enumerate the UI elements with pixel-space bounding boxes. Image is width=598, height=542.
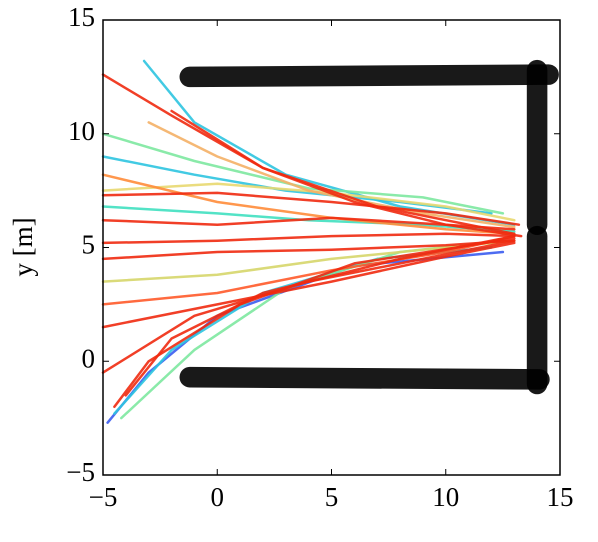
trajectory — [120, 239, 505, 420]
trajectory — [101, 239, 516, 261]
trajectory — [170, 109, 523, 238]
x-tick-label: 0 — [211, 482, 225, 512]
trajectory — [101, 232, 516, 245]
y-tick-label: 0 — [82, 343, 96, 373]
x-tick-label: 5 — [325, 482, 339, 512]
trajectory — [101, 191, 521, 226]
y-tick-label: 15 — [68, 2, 95, 32]
x-tick-label: 15 — [547, 482, 574, 512]
y-axis-label: y [m] — [8, 217, 38, 276]
x-tick-label: −5 — [89, 482, 118, 512]
trajectory — [101, 239, 516, 374]
trajectory — [101, 132, 505, 215]
trajectory — [147, 121, 516, 229]
y-tick-label: −5 — [66, 457, 95, 487]
y-tick-label: 10 — [68, 116, 95, 146]
x-tick-label: 10 — [432, 482, 459, 512]
trajectory — [101, 241, 516, 329]
trajectory — [124, 234, 516, 397]
wall — [179, 64, 559, 88]
y-tick-label: 5 — [82, 230, 96, 260]
wall — [179, 366, 550, 390]
trajectory — [101, 216, 516, 231]
